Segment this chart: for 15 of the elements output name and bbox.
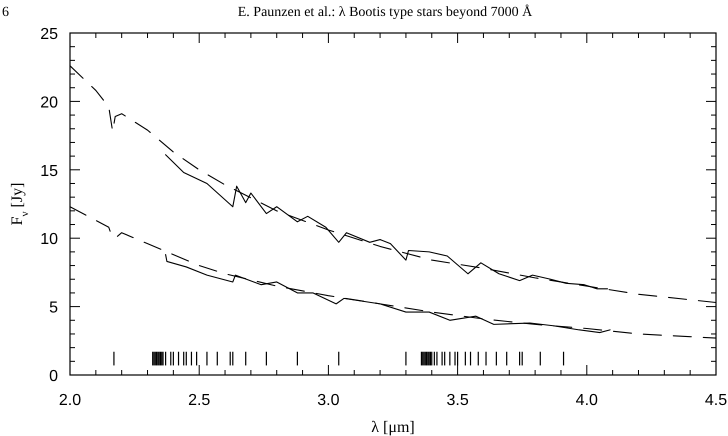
- y-tick-label: 25: [40, 26, 58, 43]
- y-tick-label: 20: [40, 94, 58, 112]
- x-tick-label: 2.5: [188, 392, 210, 409]
- y-tick-label: 10: [40, 231, 58, 248]
- y-tick-label: 0: [49, 368, 58, 385]
- x-tick-label: 2.0: [58, 392, 82, 409]
- text: 6: [2, 5, 9, 20]
- y-tick-label: 5: [49, 300, 58, 317]
- x-tick-label: 4.5: [704, 392, 728, 409]
- x-tick-label: 3.5: [446, 392, 469, 409]
- x-tick-label: 4.0: [576, 392, 598, 409]
- x-tick-label: 3.0: [317, 392, 340, 409]
- y-tick-label: 15: [40, 162, 58, 180]
- text: E. Paunzen et al.: λ Bootis type stars beyond 7000 Å: [238, 4, 534, 20]
- x-axis-title: λ [μm]: [371, 419, 415, 436]
